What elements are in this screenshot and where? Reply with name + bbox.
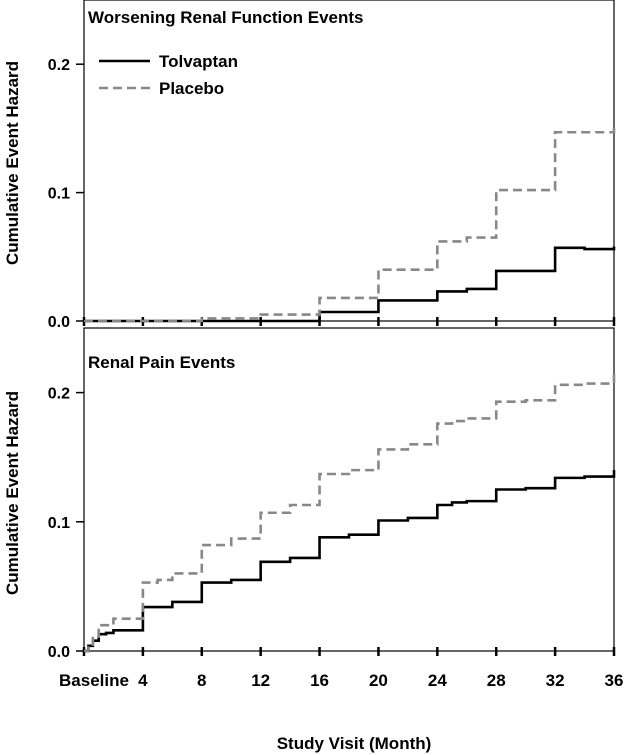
plot-area-top: 0.0 0.1 0.2 — [48, 0, 616, 331]
x-tick-label: 28 — [487, 671, 506, 690]
series-line-tolvaptan — [84, 246, 616, 323]
x-tick-label: 12 — [251, 671, 270, 690]
x-tick-label: 36 — [605, 671, 624, 690]
x-tick-label: 24 — [428, 671, 447, 690]
y-tick-label: 0.2 — [48, 386, 70, 403]
series-line-tolvaptan — [84, 470, 616, 653]
legend-label-tolvaptan: Tolvaptan — [159, 52, 238, 71]
panel-worsening-renal-function: Worsening Renal Function Events Tolvapta… — [3, 0, 616, 331]
y-tick-label: 0.2 — [48, 57, 70, 74]
panel-renal-pain: Renal Pain Events 0.0 0.1 0.2 Baseline 4 8 12 1… — [3, 327, 624, 690]
series-line-placebo — [84, 124, 616, 323]
y-tick-label: 0.0 — [48, 644, 70, 661]
panel-title-bottom: Renal Pain Events — [88, 353, 235, 372]
y-axis-label-top: Cumulative Event Hazard — [3, 61, 22, 265]
plot-frame — [83, 327, 615, 652]
x-tick-label: 32 — [546, 671, 565, 690]
x-tick-label: 8 — [197, 671, 206, 690]
series-line-placebo — [84, 369, 616, 653]
legend-label-placebo: Placebo — [159, 79, 224, 98]
x-tick-label: 4 — [138, 671, 148, 690]
x-tick-label: Baseline — [59, 671, 129, 690]
x-tick-label: 16 — [310, 671, 329, 690]
panel-title-top: Worsening Renal Function Events — [88, 8, 364, 27]
y-tick-label: 0.1 — [48, 186, 70, 203]
y-axis-label-bottom: Cumulative Event Hazard — [3, 391, 22, 595]
x-axis-label: Study Visit (Month) — [277, 734, 432, 753]
x-tick-label: 20 — [369, 671, 388, 690]
legend: Tolvaptan Placebo — [99, 52, 238, 98]
plot-frame — [83, 0, 615, 322]
y-tick-label: 0.0 — [48, 314, 70, 331]
plot-area-bottom: 0.0 0.1 0.2 Baseline 4 8 12 16 20 24 28 32 36 — [48, 327, 624, 690]
y-tick-label: 0.1 — [48, 515, 70, 532]
